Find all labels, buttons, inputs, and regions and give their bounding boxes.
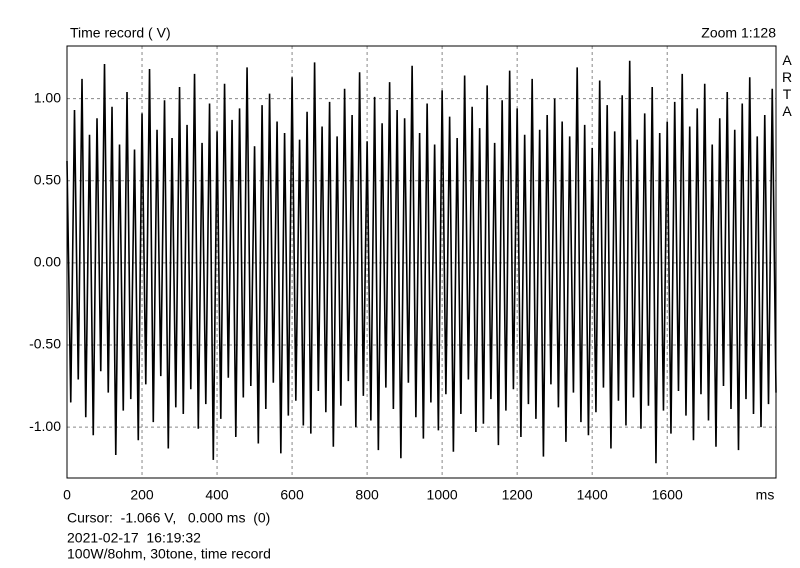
x-tick-label: 600 [280,487,304,503]
plot-frame [66,45,777,479]
y-tick-label: -1.00 [29,418,61,434]
cursor-readout: Cursor: -1.066 V, 0.000 ms (0) [67,510,270,526]
zoom-label: Zoom 1:128 [701,25,776,41]
timestamp: 2021-02-17 16:19:32 [67,530,201,546]
x-tick-label: 0 [63,487,71,503]
x-tick-label: 200 [130,487,154,503]
plot-area [66,46,777,478]
y-tick-label: 1.00 [34,89,61,105]
y-tick-label: 0.00 [34,254,61,270]
chart-title: Time record ( V) [70,25,171,41]
x-tick-label: 400 [205,487,229,503]
signal-line [66,60,777,464]
brand-label: ARTA [779,52,795,120]
x-tick-label: 1400 [577,487,608,503]
x-tick-label: 1000 [427,487,458,503]
y-tick-label: 0.50 [34,171,61,187]
description: 100W/8ohm, 30tone, time record [67,546,271,562]
x-tick-label: 1600 [652,487,683,503]
y-tick-label: -0.50 [29,336,61,352]
x-axis-label: ms [756,487,775,503]
x-tick-label: 1200 [502,487,533,503]
x-tick-label: 800 [355,487,379,503]
